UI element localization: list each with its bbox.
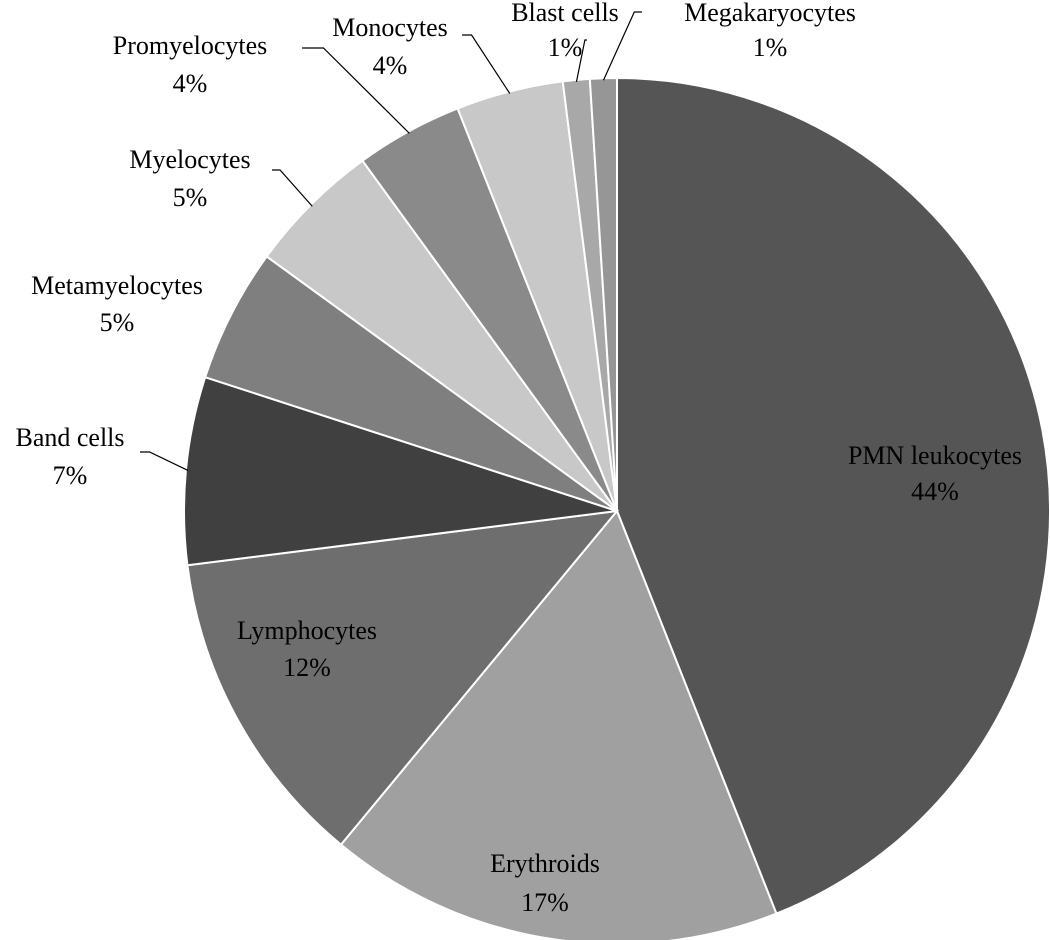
leader-line (462, 34, 511, 94)
leader-line (575, 39, 587, 83)
slice-label: PMN leukocytes (848, 441, 1022, 470)
value-label: 17% (521, 888, 569, 917)
value-label: 12% (283, 653, 331, 682)
leader-line (272, 169, 313, 207)
pie-slice (183, 375, 618, 567)
slice-label: Promyelocytes (113, 31, 268, 60)
pie-slice (588, 76, 618, 512)
slice-label: Band cells (15, 423, 124, 452)
value-label: 7% (53, 461, 88, 490)
pie-slice (339, 509, 778, 940)
pie-slice (186, 509, 620, 847)
value-label: 1% (753, 33, 788, 62)
value-label: 4% (173, 69, 208, 98)
value-label: 1% (548, 33, 583, 62)
leader-line (602, 11, 642, 81)
value-label: 4% (373, 51, 408, 80)
leader-line (302, 47, 410, 134)
leader-line (140, 451, 189, 471)
slice-label: Erythroids (490, 849, 600, 878)
value-label: 5% (100, 308, 135, 337)
slice-label: Megakaryocytes (684, 0, 856, 27)
value-label: 44% (911, 477, 959, 506)
slice-label: Monocytes (332, 13, 448, 42)
pie-slice (616, 76, 1050, 915)
slice-label: Metamyelocytes (31, 271, 203, 300)
slice-label: Lymphocytes (237, 616, 377, 645)
value-label: 5% (173, 183, 208, 212)
slice-label: Blast cells (511, 0, 619, 27)
slice-label: Myelocytes (129, 145, 250, 174)
